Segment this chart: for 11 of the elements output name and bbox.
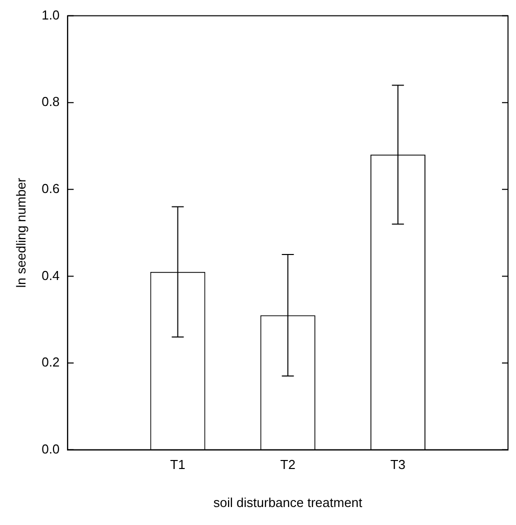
y-tick-label: 0.2 — [42, 354, 60, 370]
y-tick-label: 0.6 — [42, 180, 60, 196]
x-tick-label: T1 — [170, 457, 186, 472]
x-tick-label: T2 — [280, 457, 296, 472]
y-tick-label: 0.4 — [42, 268, 60, 283]
y-axis-title: ln seedling number — [13, 177, 28, 288]
x-axis-title: soil disturbance treatment — [213, 494, 363, 510]
y-tick-label: 0.8 — [42, 94, 60, 110]
y-tick-label: 1.0 — [42, 7, 60, 22]
y-tick-label: 0.0 — [42, 441, 60, 456]
x-tick-label: T3 — [390, 457, 406, 472]
